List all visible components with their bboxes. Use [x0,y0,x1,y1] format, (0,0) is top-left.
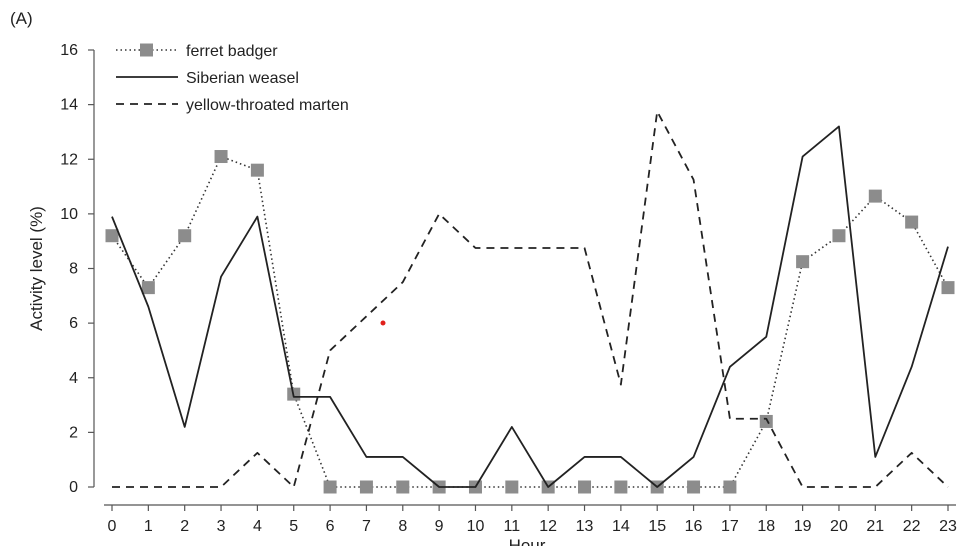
ferret-badger-point [832,229,846,243]
x-tick-label: 4 [253,518,262,535]
x-tick-label: 20 [830,518,848,535]
ferret-badger-point [141,281,155,295]
legend: ferret badger Siberian weasel yellow-throa… [116,43,349,114]
x-tick-label: 23 [939,518,957,535]
ferret-badger-point [578,480,592,494]
x-tick-label: 15 [648,518,666,535]
ferret-badger-point [868,189,882,203]
x-tick-label: 16 [685,518,703,535]
y-tick-label: 6 [69,315,78,332]
x-tick-label: 8 [398,518,407,535]
ferret-badger-point [759,414,773,428]
ferret-badger-point [396,480,410,494]
ferret-badger-point [505,480,519,494]
legend-label-ferret-badger: ferret badger [186,43,278,60]
x-tick-label: 9 [435,518,444,535]
x-tick-label: 12 [539,518,557,535]
x-tick-label: 14 [612,518,630,535]
y-tick-label: 10 [60,206,78,223]
x-axis-title: Hour [509,536,546,546]
legend-label-siberian-weasel: Siberian weasel [186,70,299,87]
x-tick-label: 22 [903,518,921,535]
x-tick-label: 17 [721,518,739,535]
ferret-badger-line [111,155,949,488]
ferret-badger-point [723,480,737,494]
ferret-badger-point [178,229,192,243]
y-tick-label: 4 [69,370,78,387]
ferret-badger-point [105,229,119,243]
y-tick-label: 0 [69,479,78,496]
series-layer [105,110,955,494]
x-tick-label: 13 [576,518,594,535]
x-tick-label: 11 [504,518,521,535]
ferret-badger-point [359,480,373,494]
x-tick-label: 21 [866,518,884,535]
legend-marker-ferret-badger [140,43,153,57]
y-axis-title: Activity level (%) [27,206,46,331]
ferret-badger-point [323,480,337,494]
ferret-badger-point [214,150,228,164]
legend-label-yellow-throated-marten: yellow-throated marten [186,97,349,114]
y-ticks: 0 2 4 6 8 10 12 14 16 [60,42,94,496]
ferret-badger-point [796,255,810,269]
ferret-badger-point [941,281,955,295]
red-dot-marker [380,320,386,326]
ferret-badger-point [250,163,264,177]
ferret-badger-point [687,480,701,494]
x-ticks: 0 1 2 3 4 5 6 7 8 9 10 11 12 13 14 15 16 17 18 19 20 21 22 23 [108,505,957,535]
y-tick-label: 14 [60,97,78,114]
x-tick-label: 3 [217,518,226,535]
x-tick-label: 10 [467,518,485,535]
x-tick-label: 1 [144,518,153,535]
ferret-badger-point [614,480,628,494]
x-tick-label: 6 [326,518,335,535]
y-tick-label: 8 [69,261,78,278]
y-tick-label: 2 [69,424,78,441]
x-tick-label: 0 [108,518,117,535]
y-tick-label: 12 [60,151,78,168]
ferret-badger-point [905,215,919,229]
x-tick-label: 7 [362,518,371,535]
x-tick-label: 5 [289,518,298,535]
x-tick-label: 18 [757,518,775,535]
x-tick-label: 19 [794,518,812,535]
yellow-throated-marten-line [112,110,949,488]
siberian-weasel-line [111,125,949,488]
y-tick-label: 16 [60,42,78,59]
x-tick-label: 2 [180,518,189,535]
panel-label: (A) [10,9,33,28]
